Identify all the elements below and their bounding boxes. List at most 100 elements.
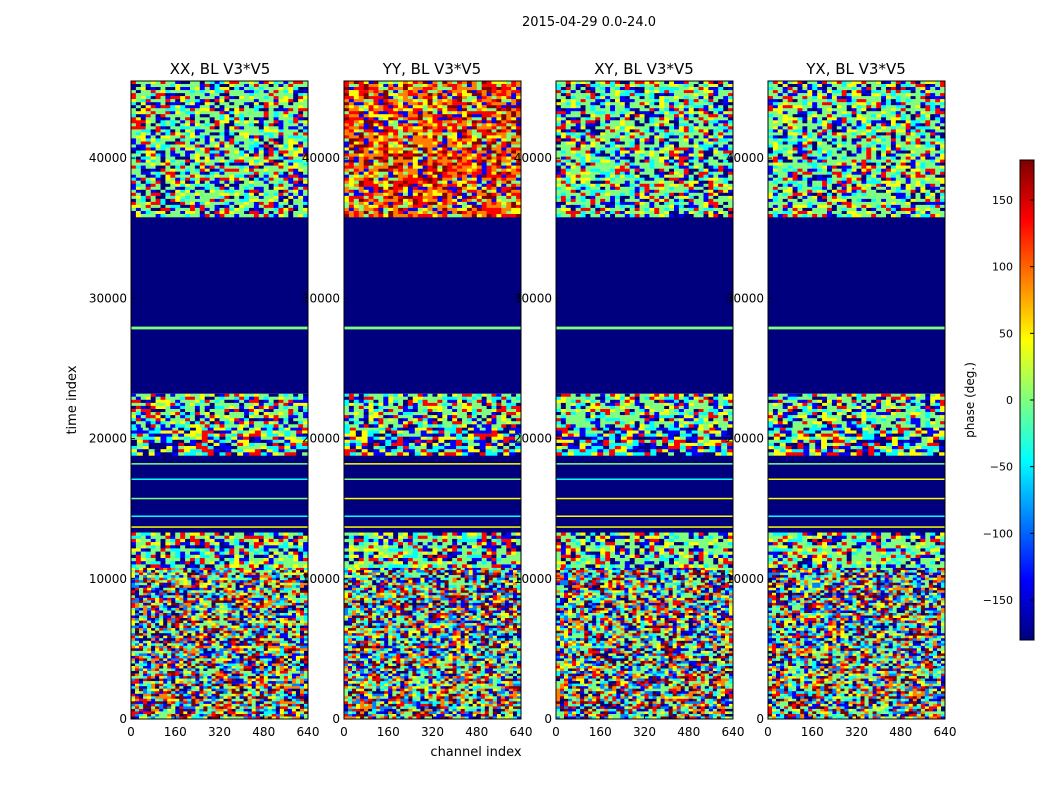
heatmap-cell	[254, 96, 259, 99]
heatmap-cell	[167, 686, 171, 689]
heatmap-cell	[274, 142, 279, 145]
heatmap-cell	[256, 575, 260, 578]
heatmap-cell	[139, 714, 143, 717]
heatmap-cell	[143, 603, 147, 606]
heatmap-cell	[236, 643, 240, 646]
heatmap-cell	[268, 699, 272, 702]
heatmap-cell	[252, 608, 256, 611]
heatmap-cell	[244, 646, 248, 649]
heatmap-cell	[161, 412, 166, 415]
heatmap-cell	[171, 585, 175, 588]
heatmap-cell	[284, 583, 288, 586]
heatmap-cell	[288, 160, 293, 163]
heatmap-cell	[300, 686, 304, 689]
heatmap-cell	[151, 117, 156, 120]
heatmap-cell	[136, 108, 141, 111]
heatmap-cell	[234, 105, 239, 108]
heatmap-cell	[224, 671, 228, 674]
heatmap-cell	[240, 648, 244, 651]
heatmap-cell	[252, 588, 256, 591]
heatmap-cell	[167, 704, 171, 707]
heatmap-cell	[203, 706, 207, 709]
heatmap-cell	[215, 181, 220, 184]
heatmap-cell	[200, 96, 205, 99]
heatmap-cell	[274, 533, 279, 537]
heatmap-cell	[179, 681, 183, 684]
heatmap-cell	[183, 583, 187, 586]
heatmap-cell	[131, 166, 136, 169]
heatmap-cell	[276, 616, 280, 619]
heatmap-cell	[288, 694, 292, 697]
heatmap-cell	[203, 575, 207, 578]
heatmap-cell	[149, 437, 155, 440]
heatmap-cell	[155, 605, 159, 608]
heatmap-cell	[155, 568, 159, 571]
heatmap-cell	[290, 452, 296, 455]
heatmap-cell	[147, 588, 151, 591]
heatmap-cell	[224, 536, 229, 540]
heatmap-cell	[293, 123, 298, 126]
heatmap-cell	[151, 696, 155, 699]
heatmap-cell	[205, 120, 210, 123]
heatmap-cell	[203, 658, 207, 661]
heatmap-cell	[183, 671, 187, 674]
heatmap-cell	[143, 638, 147, 641]
heatmap-cell	[274, 542, 279, 546]
heatmap-cell	[216, 651, 220, 654]
heatmap-cell	[224, 706, 228, 709]
heatmap-cell	[248, 575, 252, 578]
heatmap-cell	[288, 714, 292, 717]
heatmap-cell	[200, 533, 205, 537]
heatmap-cell	[259, 397, 264, 400]
heatmap-cell	[288, 653, 292, 656]
heatmap-line	[131, 327, 308, 329]
heatmap-cell	[220, 412, 225, 415]
heatmap-cell	[264, 593, 268, 596]
heatmap-cell	[232, 621, 236, 624]
heatmap-cell	[252, 598, 256, 601]
heatmap-cell	[280, 648, 284, 651]
heatmap-cell	[264, 117, 269, 120]
heatmap-cell	[151, 548, 156, 552]
heatmap-cell	[165, 123, 170, 126]
heatmap-cell	[259, 561, 264, 565]
heatmap-cell	[252, 711, 256, 714]
heatmap-cell	[236, 714, 240, 717]
heatmap-cell	[200, 138, 205, 141]
heatmap-cell	[293, 400, 298, 403]
heatmap-cell	[276, 664, 280, 667]
heatmap-cell	[151, 564, 156, 568]
heatmap-cell	[135, 711, 139, 714]
heatmap-cell	[187, 674, 191, 677]
heatmap-cell	[220, 706, 224, 709]
heatmap-cell	[147, 573, 151, 576]
heatmap-cell	[293, 132, 298, 135]
heatmap-cell	[269, 87, 274, 90]
heatmap-cell	[185, 548, 190, 552]
heatmap-cell	[224, 558, 229, 562]
heatmap-cell	[244, 578, 248, 581]
heatmap-cell	[190, 548, 195, 552]
heatmap-cell	[280, 674, 284, 677]
heatmap-cell	[139, 616, 143, 619]
heatmap-cell	[272, 590, 276, 593]
heatmap-cell	[131, 588, 135, 591]
heatmap-cell	[236, 709, 240, 712]
heatmap-cell	[274, 102, 279, 105]
heatmap-cell	[190, 145, 195, 148]
heatmap-cell	[244, 623, 248, 626]
heatmap-cell	[249, 108, 254, 111]
heatmap-cell	[220, 711, 224, 714]
heatmap-cell	[135, 631, 139, 634]
heatmap-cell	[195, 424, 200, 427]
heatmap-cell	[256, 568, 260, 571]
heatmap-cell	[252, 651, 256, 654]
heatmap-cell	[228, 593, 232, 596]
heatmap-cell	[199, 593, 203, 596]
heatmap-cell	[260, 595, 264, 598]
heatmap-cell	[185, 175, 190, 178]
heatmap-cell	[252, 699, 256, 702]
heatmap-cell	[260, 684, 264, 687]
heatmap-cell	[274, 172, 279, 175]
heatmap-cell	[240, 613, 244, 616]
